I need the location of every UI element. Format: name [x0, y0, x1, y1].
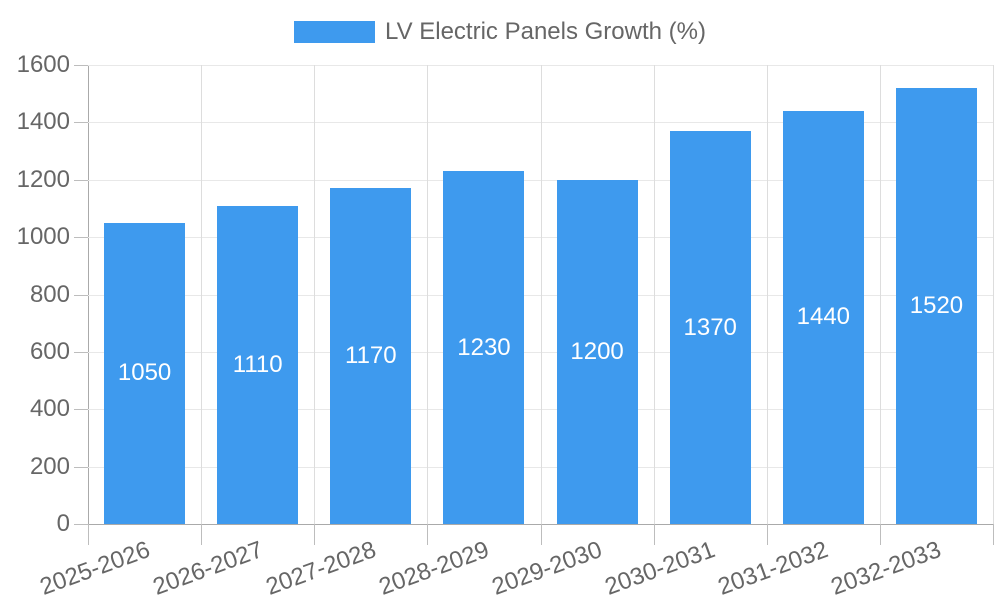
legend-label: LV Electric Panels Growth (%) — [385, 18, 706, 45]
y-axis-tick — [74, 179, 88, 181]
y-axis-tick — [74, 294, 88, 296]
x-axis-tick — [766, 524, 768, 545]
gridline-vertical — [427, 65, 429, 524]
gridline-vertical — [540, 65, 542, 524]
gridline-vertical — [993, 65, 994, 524]
y-axis-tick-label: 1600 — [16, 51, 70, 78]
y-axis-tick-label: 1000 — [16, 223, 70, 251]
y-axis-tick — [74, 524, 88, 525]
y-axis-tick — [74, 409, 88, 411]
x-axis-tick — [879, 524, 881, 545]
y-axis-tick — [74, 351, 88, 353]
y-axis-tick — [74, 466, 88, 468]
y-axis-tick-label: 400 — [29, 395, 70, 423]
y-axis-tick — [74, 65, 88, 66]
y-axis-tick-label: 600 — [29, 337, 70, 365]
x-axis-tick — [540, 524, 542, 545]
bar-value-label: 1170 — [345, 342, 397, 370]
bar-value-label: 1200 — [570, 337, 624, 365]
gridline-vertical — [653, 65, 655, 524]
y-axis-tick — [74, 237, 88, 239]
plot-area: 1050 1110 1170 1230 1200 1370 1440 1520 — [88, 65, 994, 524]
x-axis-tick — [88, 524, 89, 545]
y-axis-tick-label: 800 — [29, 280, 70, 308]
bar-value-label: 1370 — [683, 313, 737, 341]
bar-2027-2028[interactable] — [330, 188, 412, 524]
gridline-vertical — [201, 65, 203, 524]
bar-2030-2031[interactable] — [669, 130, 751, 524]
bar-value-label: 1440 — [796, 303, 851, 331]
y-axis-tick-label: 1200 — [16, 165, 70, 193]
bar-2031-2032[interactable] — [782, 110, 864, 524]
x-axis-tick — [653, 524, 655, 545]
x-axis-tick — [427, 524, 429, 545]
legend-item[interactable]: LV Electric Panels Growth (%) — [294, 18, 706, 45]
gridline-vertical — [314, 65, 316, 524]
bar-value-label: 1110 — [232, 350, 283, 378]
legend: LV Electric Panels Growth (%) — [0, 18, 1000, 45]
gridline-vertical — [766, 65, 768, 524]
y-axis-tick-label: 1400 — [16, 108, 70, 136]
x-axis-tick — [201, 524, 203, 545]
bar-value-label: 1050 — [117, 359, 172, 387]
y-axis-tick-label: 0 — [56, 510, 70, 537]
y-axis-tick-label: 200 — [29, 452, 70, 480]
x-axis-tick — [993, 524, 994, 545]
bar-2026-2027[interactable] — [217, 205, 299, 524]
gridline-vertical — [879, 65, 881, 524]
bar-2025-2026[interactable] — [104, 222, 186, 524]
x-axis-tick — [314, 524, 316, 545]
y-axis-tick — [74, 122, 88, 124]
bar-2029-2030[interactable] — [556, 179, 638, 524]
legend-color-swatch — [294, 21, 375, 43]
bar-value-label: 1520 — [909, 291, 964, 319]
bar-value-label: 1230 — [457, 333, 511, 361]
bar-2028-2029[interactable] — [443, 171, 525, 524]
bar-2032-2033[interactable] — [895, 87, 977, 524]
